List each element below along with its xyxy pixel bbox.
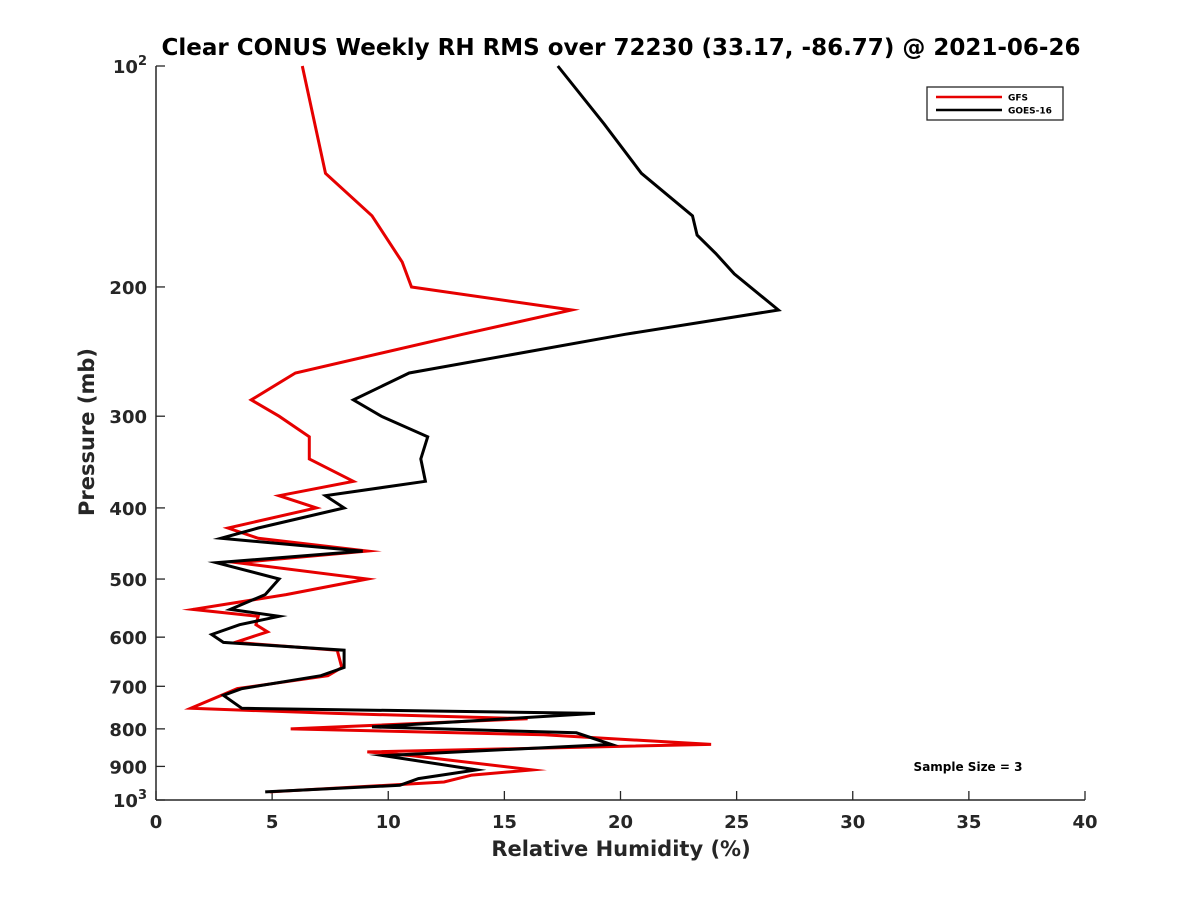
y-axis: 102 200 300 400 500 600 700 800 900 103 — [109, 54, 165, 812]
y-tick-label: 900 — [109, 757, 147, 778]
series-layer — [181, 65, 782, 794]
x-axis-label: Relative Humidity (%) — [491, 837, 750, 861]
series-line-gfs — [181, 65, 712, 794]
sample-size-annotation: Sample Size = 3 — [914, 760, 1023, 774]
legend-label: GOES-16 — [1008, 107, 1052, 117]
x-tick-label: 0 — [150, 812, 163, 833]
y-tick-label: 103 — [113, 788, 147, 812]
x-tick-label: 20 — [608, 812, 633, 833]
legend: GFS GOES-16 — [926, 86, 1064, 121]
series-line-goes-16 — [207, 65, 782, 794]
x-tick-label: 5 — [266, 812, 279, 833]
y-tick-label: 500 — [109, 570, 147, 591]
y-tick-label: 300 — [109, 407, 147, 428]
y-tick-label: 200 — [109, 278, 147, 299]
y-tick-label: 700 — [109, 677, 147, 698]
legend-box — [926, 86, 1064, 121]
y-tick-label: 600 — [109, 628, 147, 649]
x-tick-label: 10 — [376, 812, 401, 833]
x-tick-label: 30 — [840, 812, 865, 833]
x-axis: 0 5 10 15 20 25 30 35 40 — [150, 791, 1098, 833]
y-tick-label: 800 — [109, 720, 147, 741]
y-tick-label: 102 — [113, 54, 147, 78]
chart-title: Clear CONUS Weekly RH RMS over 72230 (33… — [162, 35, 1081, 61]
y-axis-label: Pressure (mb) — [75, 348, 99, 516]
x-tick-label: 25 — [724, 812, 749, 833]
x-tick-label: 35 — [956, 812, 981, 833]
x-tick-label: 40 — [1072, 812, 1097, 833]
legend-label: GFS — [1008, 94, 1028, 104]
y-tick-label: 400 — [109, 499, 147, 520]
x-tick-label: 15 — [492, 812, 517, 833]
